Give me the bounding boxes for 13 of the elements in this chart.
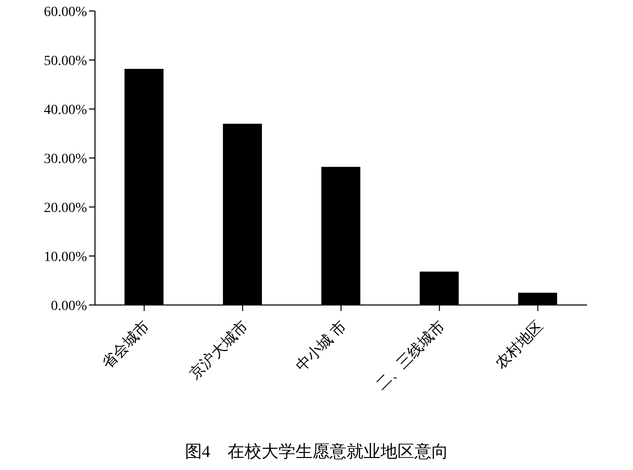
y-tick-label: 60.00% xyxy=(44,4,88,20)
y-tick-label: 10.00% xyxy=(44,250,88,265)
y-tick-label: 0.00% xyxy=(50,298,88,314)
y-tick-label: 50.00% xyxy=(44,54,88,69)
x-tick-label: 二、三线城市 xyxy=(372,318,448,394)
y-tick-label: 30.00% xyxy=(44,152,88,167)
x-tick-label: 农村地区 xyxy=(492,318,547,372)
x-tick-label: 省会城市 xyxy=(98,318,154,372)
x-tick-label: 京沪大城市 xyxy=(186,318,252,383)
text: 图4 在校大学生愿意就业地区意向 xyxy=(184,441,450,463)
x-tick-label: 中小城 市 xyxy=(292,318,350,375)
y-tick-label: 40.00% xyxy=(44,102,88,118)
y-tick-label: 20.00% xyxy=(44,200,88,216)
